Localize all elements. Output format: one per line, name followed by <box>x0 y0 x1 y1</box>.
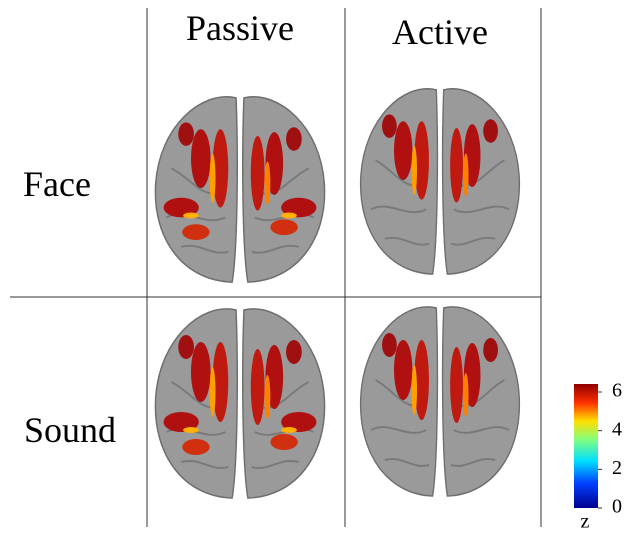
row-header: Sound <box>24 410 116 450</box>
brain-image <box>154 307 326 499</box>
colorbar-ticks: 0 2 4 6 <box>598 380 622 518</box>
grid-lines <box>10 8 542 527</box>
brain-image <box>154 95 326 284</box>
colorbar-tick-label: 2 <box>612 457 622 479</box>
colorbar-tick-label: 6 <box>612 380 622 402</box>
colorbar-tick-label: 4 <box>612 418 622 440</box>
colorbar <box>574 384 598 508</box>
colorbar-label: z <box>581 511 590 533</box>
brain-image <box>359 305 521 497</box>
row-header: Face <box>23 164 91 204</box>
column-header: Active <box>392 12 488 52</box>
column-header: Passive <box>186 8 294 48</box>
brain-image <box>359 87 521 276</box>
colorbar-tick-label: 0 <box>612 496 622 518</box>
